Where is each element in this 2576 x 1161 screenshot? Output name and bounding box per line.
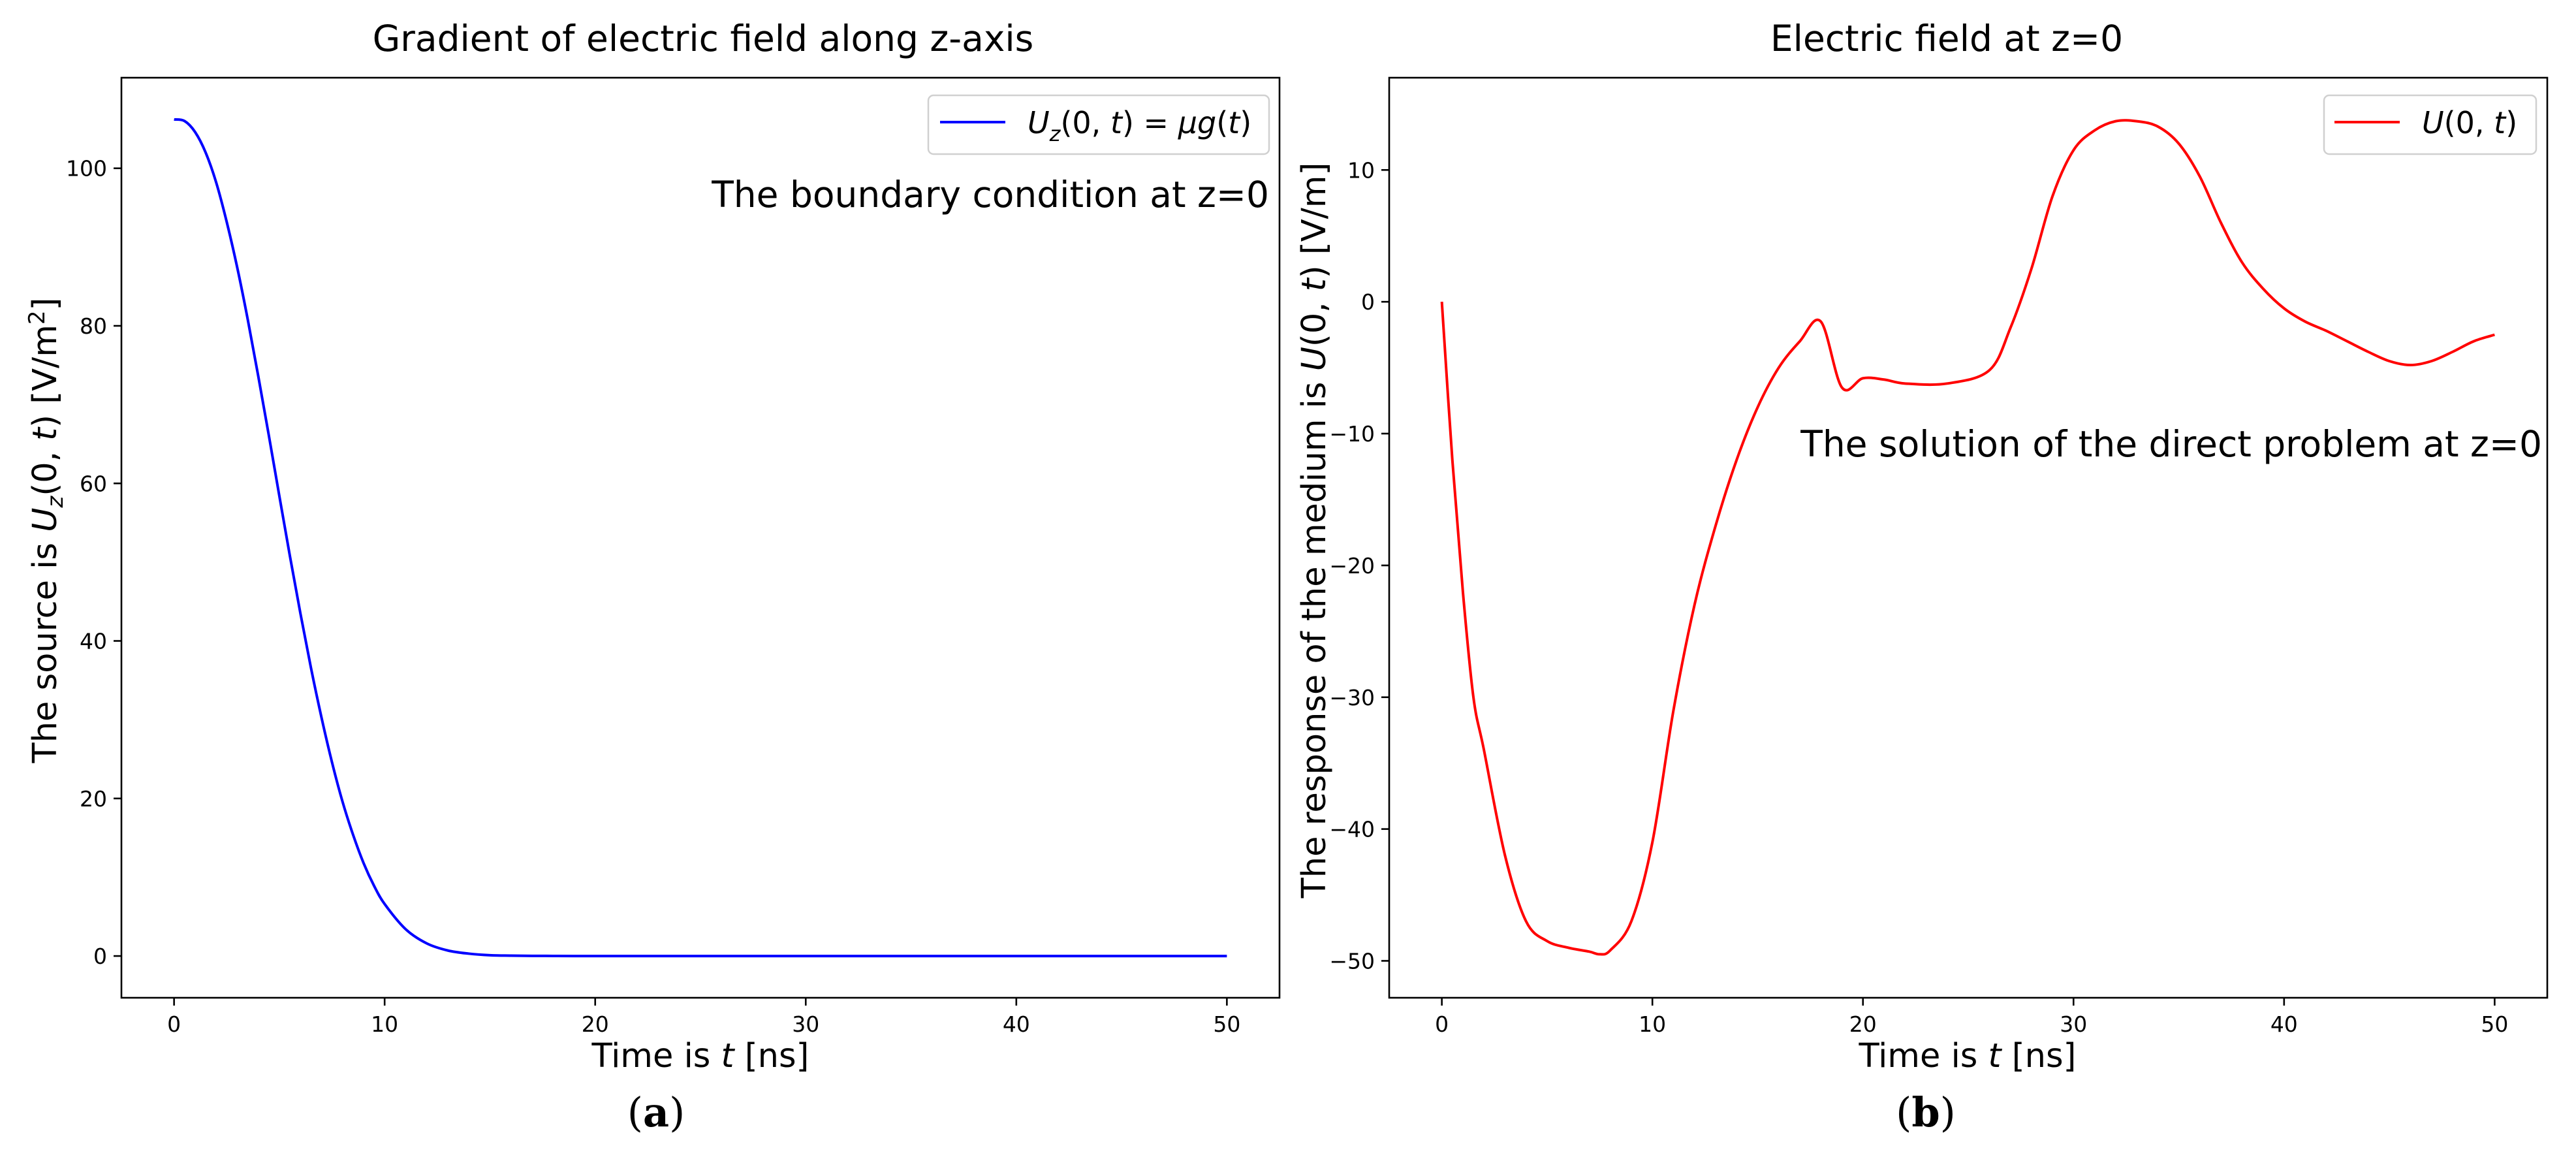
- panel-a-x-tick-label: 30: [792, 1011, 819, 1037]
- panel-b-legend: U(0, t): [2323, 94, 2537, 155]
- panel-b-x-tick-label: 20: [1849, 1011, 1877, 1037]
- panel-a-x-axis-label: Time is t [ns]: [591, 1037, 809, 1075]
- panel-a-x-ticks: 0 10 20 30 40 50: [167, 998, 1240, 1037]
- panel-a-x-tick-label: 40: [1003, 1011, 1030, 1037]
- panel-a-y-tick-label: 20: [80, 786, 107, 812]
- panel-b-y-tick-label: −50: [1329, 948, 1375, 974]
- panel-b-legend-box: [2323, 94, 2537, 155]
- panel-b-caption: (b): [1896, 1089, 1956, 1136]
- panel-a-y-axis-label: The source is Uz(0, t) [V/m2]: [24, 298, 69, 764]
- panel-a-y-tick-label: 60: [80, 471, 107, 496]
- panel-a-legend-box: [927, 94, 1270, 155]
- panel-a-plot-frame: [120, 76, 1281, 999]
- panel-b-legend-label: U(0, t): [2422, 105, 2517, 140]
- panel-a-y-tick-label: 80: [80, 313, 107, 339]
- panel-b-y-tick-label: −40: [1329, 817, 1375, 842]
- panel-b-x-tick-label: 10: [1639, 1011, 1666, 1037]
- panel-b-y-tick-label: 10: [1347, 157, 1375, 183]
- panel-b-x-tick-label: 40: [2270, 1011, 2298, 1037]
- panel-a-x-tick-label: 20: [582, 1011, 609, 1037]
- panel-a-y-tick-label: 100: [66, 156, 107, 182]
- panel-a-caption-letter: a: [643, 1089, 669, 1136]
- panel-a-caption: (a): [627, 1089, 685, 1136]
- panel-b-y-ticks: −50 −40 −30 −20 −10 0 10: [1329, 157, 1389, 974]
- panel-a: Gradient of electric field along z-axis …: [24, 18, 1281, 1136]
- panel-a-legend: Uz(0, t) = μg(t): [927, 94, 1270, 155]
- panel-a-y-tick-label: 0: [93, 944, 107, 969]
- panel-b: Electric field at z=0 0 10 20 30 40 50 −50 −40…: [1295, 18, 2549, 1136]
- panel-b-y-tick-label: −10: [1329, 421, 1375, 447]
- panel-b-annotation: The solution of the direct problem at z=…: [1800, 423, 2542, 465]
- panel-b-x-axis-label: Time is t [ns]: [1859, 1037, 2077, 1075]
- panel-b-y-tick-label: 0: [1361, 289, 1375, 315]
- panel-b-y-tick-label: −30: [1329, 685, 1375, 710]
- panel-b-x-ticks: 0 10 20 30 40 50: [1435, 998, 2508, 1037]
- panel-b-series-line: [1440, 119, 2495, 956]
- panel-a-x-tick-label: 0: [167, 1011, 181, 1037]
- panel-b-x-tick-label: 0: [1435, 1011, 1449, 1037]
- panel-b-title: Electric field at z=0: [1770, 18, 2123, 59]
- panel-a-y-tick-label: 40: [80, 629, 107, 654]
- panel-b-caption-letter: b: [1911, 1089, 1940, 1136]
- panel-a-x-tick-label: 50: [1213, 1011, 1240, 1037]
- panel-b-y-axis-label: The response of the medium is U(0, t) [V…: [1295, 163, 1334, 899]
- panel-a-x-tick-label: 10: [371, 1011, 398, 1037]
- panel-b-y-tick-label: −20: [1329, 553, 1375, 579]
- panel-a-series-line: [174, 118, 1227, 958]
- panel-b-x-tick-label: 30: [2060, 1011, 2087, 1037]
- panel-b-plot-frame: [1388, 76, 2549, 999]
- panel-a-legend-label: Uz(0, t) = μg(t): [1028, 105, 1251, 146]
- panel-b-x-tick-label: 50: [2481, 1011, 2508, 1037]
- panel-a-annotation: The boundary condition at z=0: [711, 174, 1269, 215]
- panel-a-y-ticks: 0 20 40 60 80 100: [66, 156, 121, 969]
- panel-a-title: Gradient of electric field along z-axis: [373, 18, 1034, 59]
